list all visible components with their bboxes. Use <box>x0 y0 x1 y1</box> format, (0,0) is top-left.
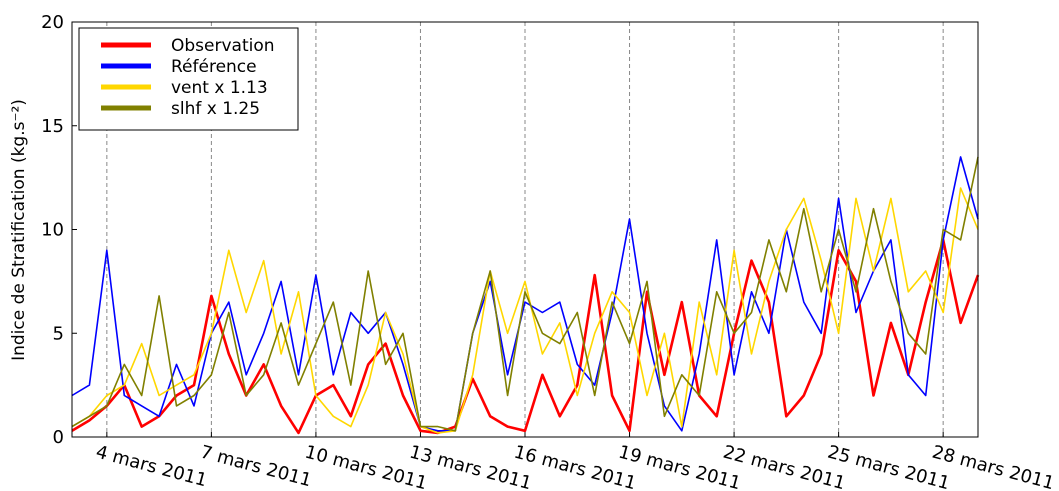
y-tick-label: 20 <box>41 12 64 33</box>
y-tick-label: 15 <box>41 116 64 137</box>
y-tick-label: 5 <box>53 323 64 344</box>
x-tick-label: 4 mars 2011 <box>94 442 210 491</box>
plot-frame <box>71 21 979 438</box>
y-tick-label: 10 <box>41 220 64 241</box>
legend-label: Observation <box>171 36 275 56</box>
legend-label: Référence <box>171 57 257 77</box>
series-line <box>71 156 979 432</box>
series-line <box>71 187 979 434</box>
legend-label: slhf x 1.25 <box>171 99 260 119</box>
y-tick-label: 0 <box>53 427 64 448</box>
legend-label: vent x 1.13 <box>171 78 268 98</box>
series-line <box>71 156 979 432</box>
y-axis-label: Indice de Stratification (kg.s⁻²) <box>9 99 29 361</box>
x-tick-label: 7 mars 2011 <box>198 442 314 491</box>
